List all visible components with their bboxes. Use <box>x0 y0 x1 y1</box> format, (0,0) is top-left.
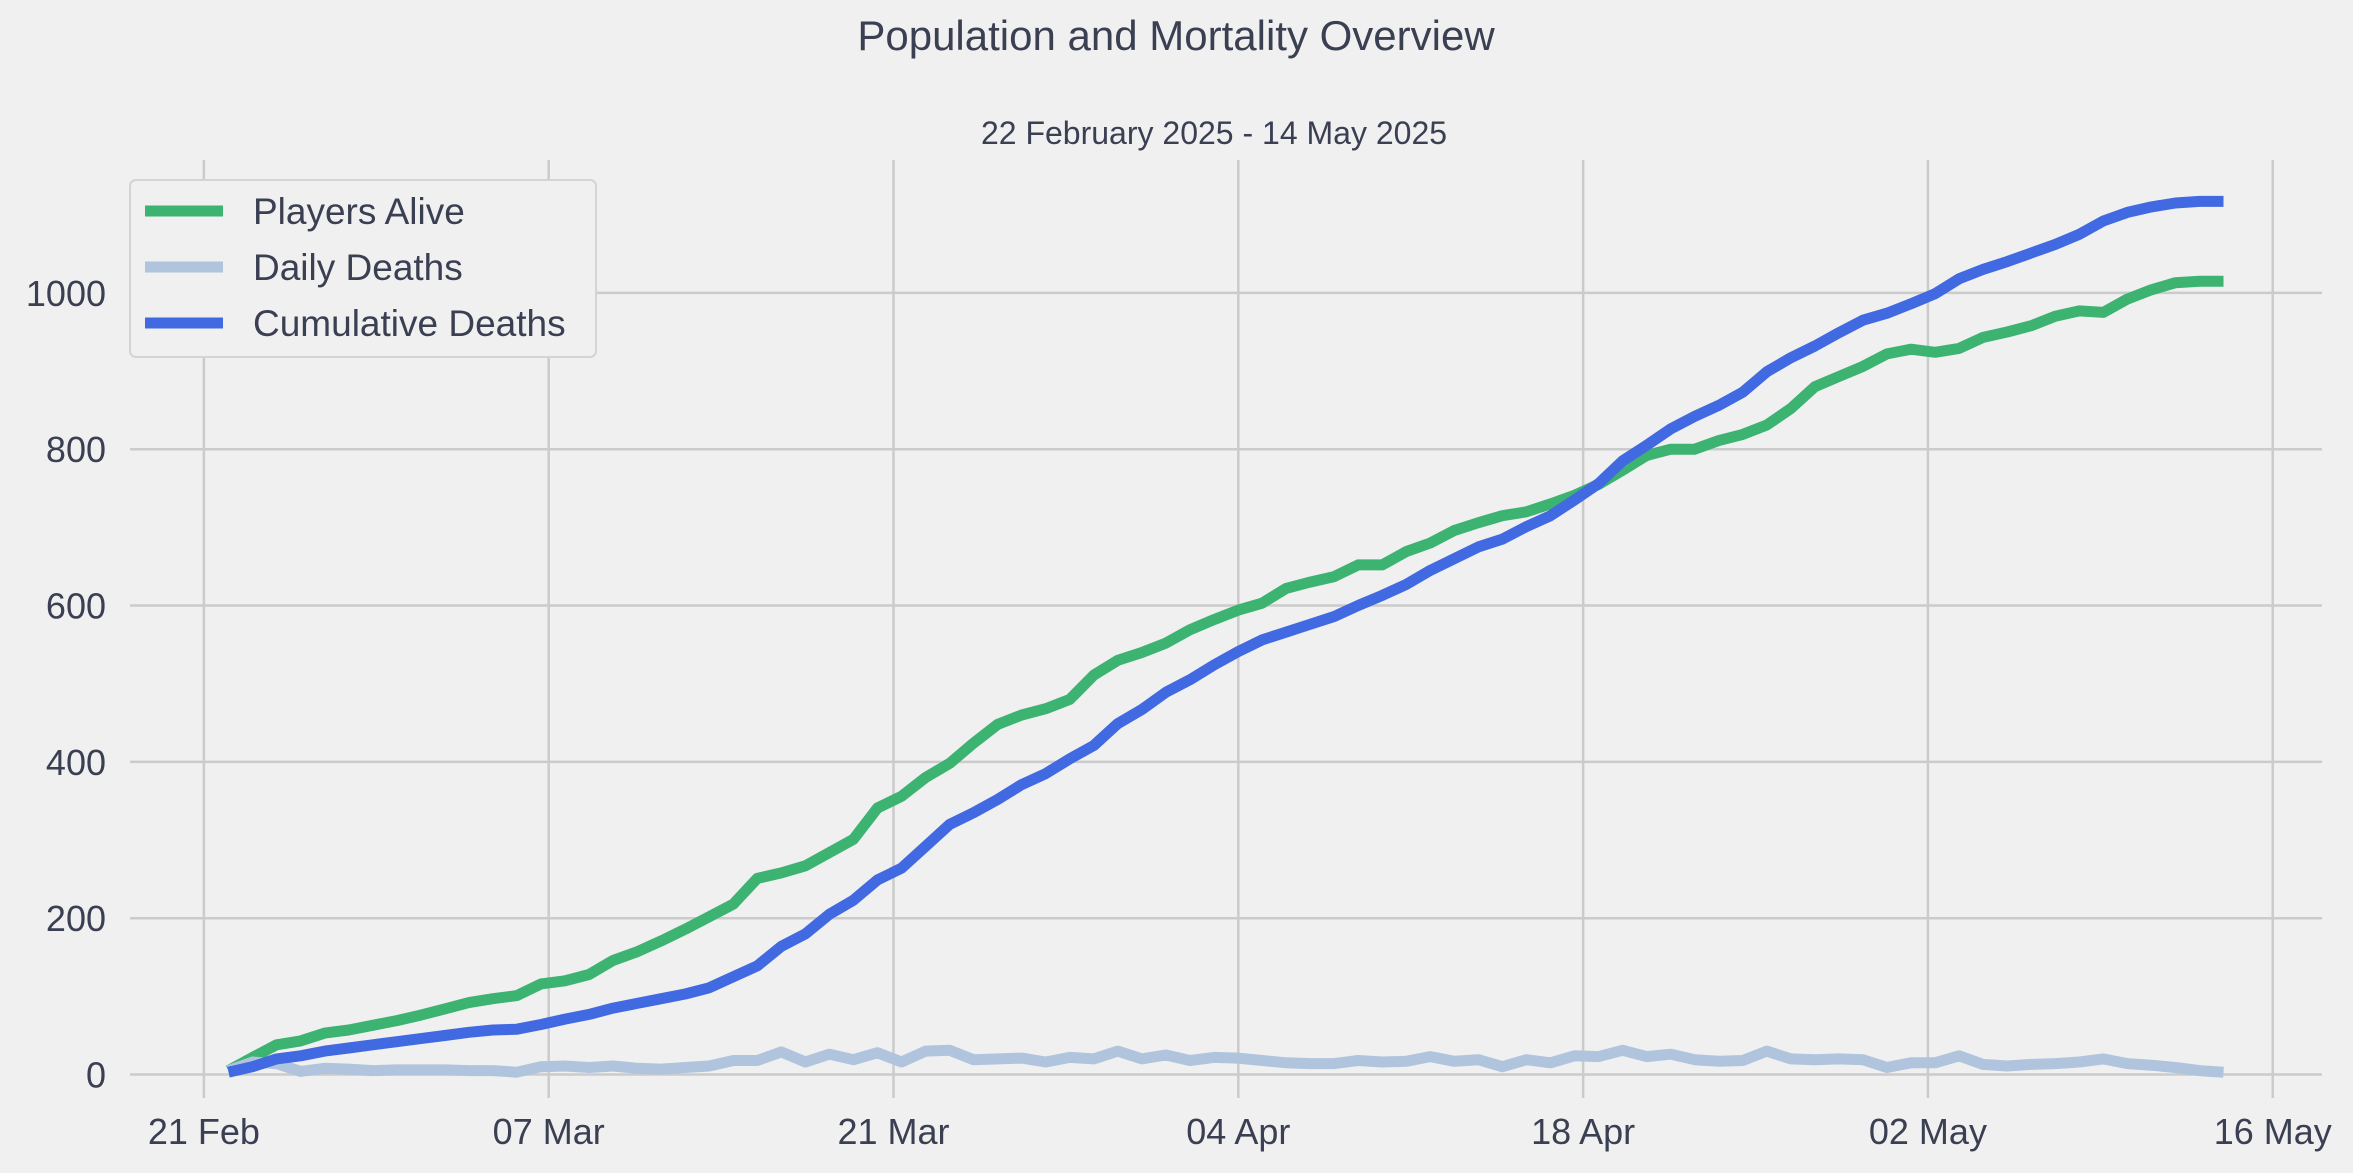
y-tick-label: 1000 <box>26 273 106 314</box>
y-tick-label: 200 <box>46 898 106 939</box>
y-tick-label: 800 <box>46 429 106 470</box>
x-tick-label: 04 Apr <box>1186 1111 1290 1152</box>
legend-label: Daily Deaths <box>253 247 463 288</box>
y-tick-label: 400 <box>46 742 106 783</box>
x-tick-label: 07 Mar <box>493 1111 605 1152</box>
series-line-players-alive <box>225 275 2224 1076</box>
legend-label: Players Alive <box>253 191 465 232</box>
legend-box <box>129 179 597 358</box>
series-line-daily-deaths <box>226 1044 2224 1078</box>
x-tick-label: 18 Apr <box>1531 1111 1635 1152</box>
x-tick-label: 21 Feb <box>148 1111 260 1152</box>
chart-subtitle: 22 February 2025 - 14 May 2025 <box>981 115 1447 151</box>
y-tick-label: 0 <box>86 1055 106 1096</box>
x-tick-label: 21 Mar <box>837 1111 949 1152</box>
legend-label: Cumulative Deaths <box>253 303 566 344</box>
y-tick-label: 600 <box>46 586 106 627</box>
series-lines <box>225 195 2224 1078</box>
legend: Players Alive Daily Deaths Cumulative Deat… <box>129 179 597 358</box>
x-tick-label: 16 May <box>2214 1111 2332 1152</box>
x-tick-label: 02 May <box>1869 1111 1987 1152</box>
axis-ticks: 0 200 400 600 800 1000 21 Feb 07 Mar 21 Mar 04 Ap… <box>26 273 2332 1152</box>
chart-title: Population and Mortality Overview <box>857 12 1495 59</box>
series-line-cumulative-deaths <box>227 195 2224 1078</box>
